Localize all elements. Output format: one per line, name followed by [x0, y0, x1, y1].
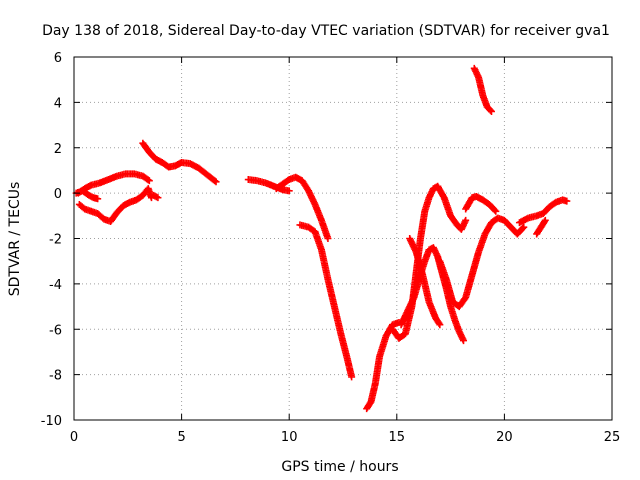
data-point-marker [211, 177, 219, 185]
data-point-marker [154, 194, 162, 202]
data-point-marker [436, 321, 444, 329]
data-point-marker [144, 176, 152, 184]
data-point-marker [435, 319, 443, 327]
x-tick-label: 20 [496, 430, 513, 445]
data-point-marker [491, 206, 499, 214]
data-point-marker [563, 197, 571, 205]
y-tick-label: -6 [49, 323, 62, 338]
series-track-5 [139, 139, 220, 186]
data-point-marker [324, 235, 332, 242]
chart-title: Day 138 of 2018, Sidereal Day-to-day VTE… [42, 23, 610, 39]
series-track-4 [150, 191, 162, 202]
data-point-marker [541, 216, 549, 224]
data-point-marker [519, 224, 527, 232]
series-track-13 [406, 235, 444, 329]
data-point-marker [348, 373, 356, 381]
series-track-8 [296, 221, 356, 381]
data-point-marker [540, 218, 548, 226]
series-track-14 [436, 214, 528, 311]
y-tick-label: -2 [49, 233, 62, 248]
data-point-marker [487, 107, 495, 115]
data-point-marker [145, 177, 153, 185]
y-axis-label: SDTVAR / TECUs [7, 182, 23, 297]
y-tick-label: 4 [54, 96, 62, 111]
x-tick-label: 5 [177, 430, 185, 445]
data-point-marker [486, 106, 494, 114]
x-tick-label: 10 [281, 430, 298, 445]
series-track-11 [434, 182, 470, 233]
data-point-marker [460, 337, 468, 345]
axis-ticks: 0 5 10 15 20 25 -10 -8 -6 -4 -2 0 2 4 6 [41, 51, 621, 445]
series-track-15 [462, 193, 500, 215]
x-tick-label: 25 [604, 430, 621, 445]
data-point-marker [462, 216, 470, 224]
data-points [72, 64, 571, 413]
series-track-7 [272, 173, 332, 242]
y-tick-label: -4 [49, 278, 62, 293]
x-tick-label: 0 [70, 430, 78, 445]
y-tick-label: -8 [49, 369, 62, 384]
x-tick-label: 15 [389, 430, 406, 445]
y-tick-label: 0 [54, 187, 62, 202]
data-point-marker [492, 207, 500, 215]
data-point-marker [520, 223, 528, 231]
series-track-16 [515, 196, 571, 227]
x-axis-label: GPS time / hours [281, 459, 398, 475]
series-track-3 [72, 187, 102, 203]
y-tick-label: 2 [54, 142, 62, 157]
data-point-marker [94, 195, 102, 203]
y-tick-label: -10 [41, 414, 62, 429]
series-track-17 [533, 216, 549, 238]
series-track-18 [470, 64, 495, 115]
y-tick-label: 6 [54, 51, 62, 66]
data-point-marker [212, 178, 220, 186]
data-point-marker [285, 187, 293, 195]
